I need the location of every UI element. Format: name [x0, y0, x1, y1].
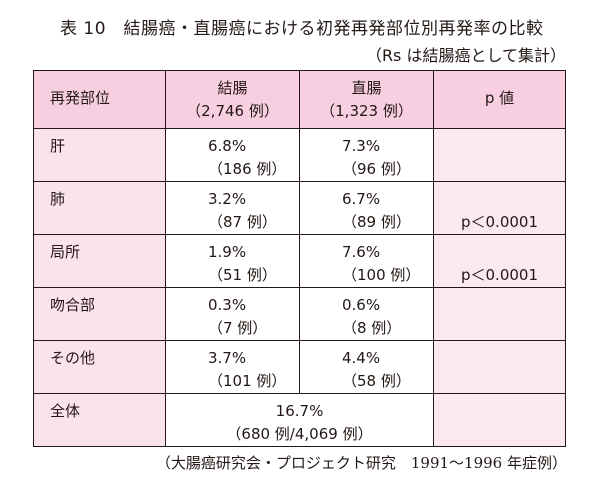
header-colon-n: （2,746 例） — [186, 102, 279, 120]
colon-pct: 6.8% — [208, 137, 247, 155]
rectum-cell: 0.6% （8 例） — [299, 287, 434, 341]
colon-pct: 1.9% — [208, 243, 247, 261]
rectum-n: （8 例） — [342, 319, 402, 337]
table-row: 肝 6.8% （186 例） 7.3% （96 例） — [33, 128, 566, 182]
colon-n: （7 例） — [208, 319, 268, 337]
colon-n: （101 例） — [208, 372, 287, 390]
colon-cell: 0.3% （7 例） — [165, 287, 300, 341]
table-row: その他 3.7% （101 例） 4.4% （58 例） — [33, 340, 566, 394]
row-site: 肝 — [33, 128, 166, 182]
colon-n: （87 例） — [208, 213, 277, 231]
row-site: その他 — [33, 340, 166, 394]
rectum-n: （58 例） — [342, 372, 411, 390]
row-site: 吻合部 — [33, 287, 166, 341]
p-value-cell: p＜0.0001 — [433, 181, 566, 235]
colon-pct: 0.3% — [208, 296, 247, 314]
rectum-cell: 7.3% （96 例） — [299, 128, 434, 182]
total-row: 全体 16.7% （680 例/4,069 例） — [33, 393, 566, 447]
table-row: 吻合部 0.3% （7 例） 0.6% （8 例） — [33, 287, 566, 341]
source-note: （大腸癌研究会・プロジェクト研究 1991～1996 年症例） — [155, 454, 567, 472]
rectum-n: （89 例） — [342, 213, 411, 231]
table-title: 表 10 結腸癌・直腸癌における初発再発部位別再発率の比較 — [60, 19, 544, 39]
header-rectum: 直腸 （1,323 例） — [299, 70, 434, 129]
header-colon: 結腸 （2,746 例） — [165, 70, 300, 129]
colon-n: （51 例） — [208, 266, 277, 284]
rectum-n: （100 例） — [342, 266, 421, 284]
table-row: 肺 3.2% （87 例） 6.7% （89 例） p＜0.0001 — [33, 181, 566, 235]
rectum-pct: 6.7% — [342, 190, 381, 208]
row-site: 局所 — [33, 234, 166, 288]
p-value-cell: p＜0.0001 — [433, 234, 566, 288]
rectum-pct: 0.6% — [342, 296, 381, 314]
table-subtitle: （Rs は結腸癌として集計） — [365, 46, 566, 65]
total-p-value-cell — [433, 393, 566, 447]
colon-n: （186 例） — [208, 160, 287, 178]
total-label: 全体 — [33, 393, 166, 447]
rectum-n: （96 例） — [342, 160, 411, 178]
colon-cell: 3.2% （87 例） — [165, 181, 300, 235]
colon-cell: 1.9% （51 例） — [165, 234, 300, 288]
rectum-pct: 4.4% — [342, 349, 381, 367]
header-colon-label: 結腸 — [217, 79, 248, 97]
p-value-cell — [433, 128, 566, 182]
rectum-pct: 7.3% — [342, 137, 381, 155]
header-row: 再発部位 結腸 （2,746 例） 直腸 （1,323 例） p 値 — [33, 70, 566, 129]
header-site: 再発部位 — [33, 70, 166, 129]
table-row: 局所 1.9% （51 例） 7.6% （100 例） p＜0.0001 — [33, 234, 566, 288]
p-value-cell — [433, 340, 566, 394]
header-rectum-label: 直腸 — [351, 79, 382, 97]
colon-pct: 3.7% — [208, 349, 247, 367]
total-pct: 16.7% — [275, 402, 324, 420]
recurrence-table: 再発部位 結腸 （2,746 例） 直腸 （1,323 例） p 値 肝 6.8… — [33, 70, 566, 447]
row-site: 肺 — [33, 181, 166, 235]
header-rectum-n: （1,323 例） — [320, 102, 413, 120]
header-p-value: p 値 — [433, 70, 566, 129]
total-n: （680 例/4,069 例） — [226, 425, 373, 443]
total-value-cell: 16.7% （680 例/4,069 例） — [165, 393, 434, 447]
rectum-cell: 7.6% （100 例） — [299, 234, 434, 288]
colon-cell: 6.8% （186 例） — [165, 128, 300, 182]
colon-cell: 3.7% （101 例） — [165, 340, 300, 394]
rectum-cell: 4.4% （58 例） — [299, 340, 434, 394]
rectum-cell: 6.7% （89 例） — [299, 181, 434, 235]
rectum-pct: 7.6% — [342, 243, 381, 261]
p-value-cell — [433, 287, 566, 341]
colon-pct: 3.2% — [208, 190, 247, 208]
